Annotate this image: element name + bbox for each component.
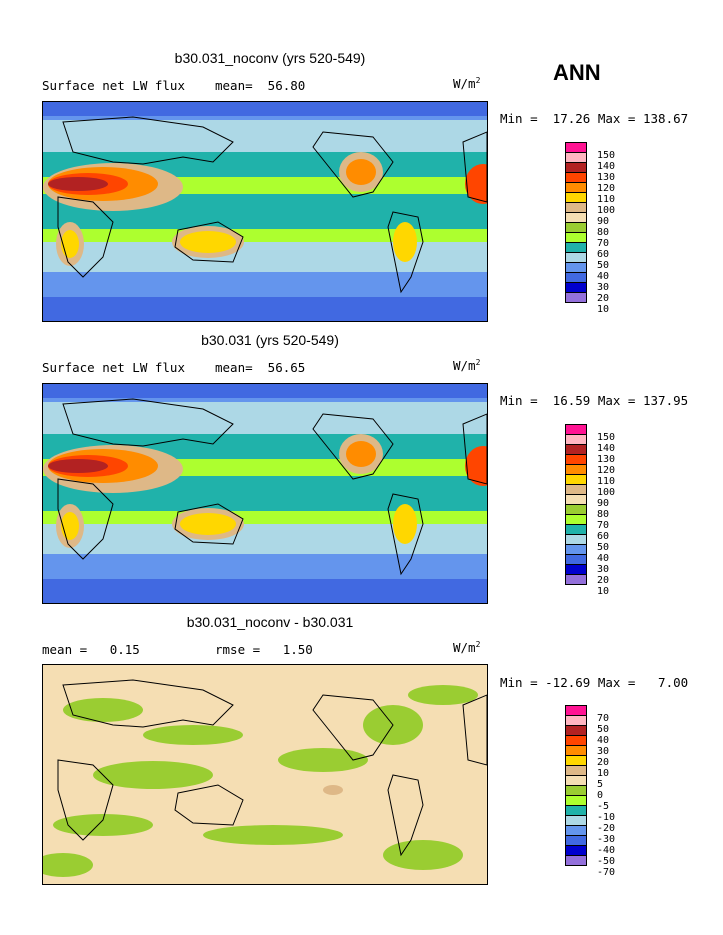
colorbar-level-label: 90 xyxy=(597,498,610,509)
variable-label: Surface net LW flux xyxy=(42,360,185,375)
colorbar-level-label: 130 xyxy=(597,172,616,183)
colorbar-level-label: 150 xyxy=(597,432,616,443)
rmse-label: rmse = 1.50 xyxy=(215,642,313,657)
colorbar-level-label: 70 xyxy=(597,520,610,531)
colorbar-level-label: 50 xyxy=(597,724,610,735)
colorbar-level-label: 90 xyxy=(597,216,610,227)
colorbar-level-label: 40 xyxy=(597,735,610,746)
colorbar-level-label: 40 xyxy=(597,553,610,564)
colorbar-level-label: 60 xyxy=(597,531,610,542)
map-svg xyxy=(43,102,487,321)
colorbar-level-label: 30 xyxy=(597,746,610,757)
map-plot xyxy=(42,383,488,604)
panel-title: b30.031 (yrs 520-549) xyxy=(201,332,339,348)
colorbar-level-label: 80 xyxy=(597,227,610,238)
colorbar-level-label: 120 xyxy=(597,183,616,194)
map-plot xyxy=(42,101,488,322)
colorbar-level-label: 140 xyxy=(597,161,616,172)
colorbar-level-label: 120 xyxy=(597,465,616,476)
season-label: ANN xyxy=(553,60,601,85)
colorbar-level-label: 70 xyxy=(597,713,610,724)
colorbar-level-label: 10 xyxy=(597,768,610,779)
colorbar-level-label: 10 xyxy=(597,586,610,597)
units-label: W/m2 xyxy=(453,358,481,374)
colorbar-level-label: 20 xyxy=(597,293,610,304)
colorbar-level-label: 0 xyxy=(597,790,604,801)
colorbar-level-label: -30 xyxy=(597,834,616,845)
colorbar-level-label: 130 xyxy=(597,454,616,465)
colorbar xyxy=(565,705,587,866)
colorbar-swatch xyxy=(565,292,587,303)
colorbar-labels: 70 50 40 30 20 10 5 0 -5 -10 -20 -30 -40 -50 -70 xyxy=(597,713,615,878)
colorbar-level-label: 30 xyxy=(597,564,610,575)
colorbar-level-label: 50 xyxy=(597,260,610,271)
min-max-label: Min = 16.59 Max = 137.95 xyxy=(500,393,689,408)
colorbar-level-label: 100 xyxy=(597,205,616,216)
variable-label: Surface net LW flux xyxy=(42,78,185,93)
colorbar-level-label: 150 xyxy=(597,150,616,161)
colorbar xyxy=(565,424,587,585)
colorbar-level-label: 100 xyxy=(597,487,616,498)
map-svg xyxy=(43,665,487,884)
colorbar-level-label: 110 xyxy=(597,476,616,487)
colorbar-swatch xyxy=(565,574,587,585)
units-label: W/m2 xyxy=(453,76,481,92)
colorbar xyxy=(565,142,587,303)
colorbar-swatch xyxy=(565,855,587,866)
colorbar-level-label: 50 xyxy=(597,542,610,553)
colorbar-level-label: -20 xyxy=(597,823,616,834)
panel-title: b30.031_noconv (yrs 520-549) xyxy=(174,50,366,66)
colorbar-level-label: -70 xyxy=(597,867,616,878)
map-plot xyxy=(42,664,488,885)
panel-title: b30.031_noconv - b30.031 xyxy=(186,614,354,630)
mean-label: mean = 0.15 xyxy=(42,642,140,657)
colorbar-level-label: -10 xyxy=(597,812,616,823)
map-svg xyxy=(43,384,487,603)
mean-label: mean= 56.65 xyxy=(215,360,306,375)
colorbar-level-label: 70 xyxy=(597,238,610,249)
colorbar-level-label: 30 xyxy=(597,282,610,293)
min-max-label: Min = 17.26 Max = 138.67 xyxy=(500,111,689,126)
units-label: W/m2 xyxy=(453,640,481,656)
colorbar-level-label: 110 xyxy=(597,194,616,205)
colorbar-labels: 150 140 130 120 110 100 90 80 70 60 50 40 30 20 10 xyxy=(597,150,615,315)
colorbar-level-label: 10 xyxy=(597,304,610,315)
colorbar-level-label: -50 xyxy=(597,856,616,867)
colorbar-labels: 150 140 130 120 110 100 90 80 70 60 50 40 30 20 10 xyxy=(597,432,615,597)
colorbar-level-label: 140 xyxy=(597,443,616,454)
colorbar-level-label: -40 xyxy=(597,845,616,856)
colorbar-level-label: 5 xyxy=(597,779,604,790)
colorbar-level-label: 60 xyxy=(597,249,610,260)
colorbar-level-label: 80 xyxy=(597,509,610,520)
colorbar-level-label: -5 xyxy=(597,801,610,812)
min-max-label: Min = -12.69 Max = 7.00 xyxy=(500,675,689,690)
colorbar-level-label: 20 xyxy=(597,575,610,586)
mean-label: mean= 56.80 xyxy=(215,78,306,93)
colorbar-level-label: 20 xyxy=(597,757,610,768)
colorbar-level-label: 40 xyxy=(597,271,610,282)
